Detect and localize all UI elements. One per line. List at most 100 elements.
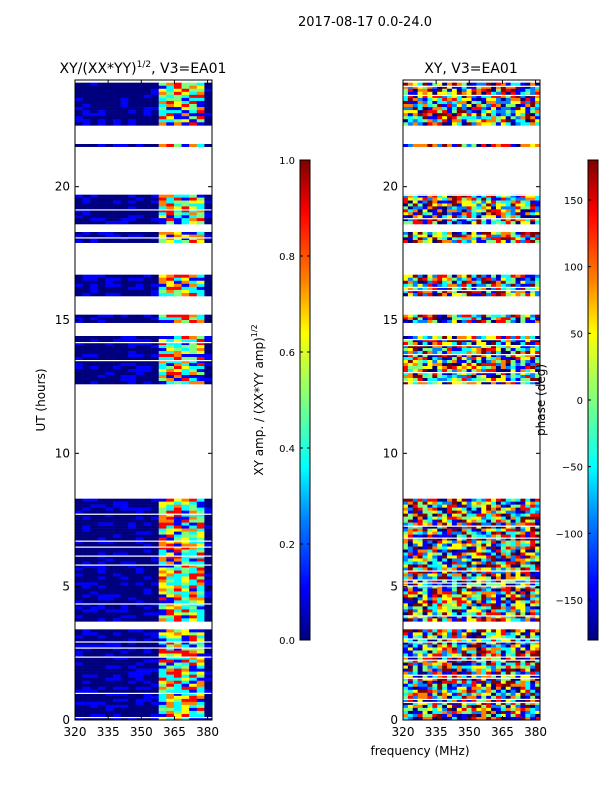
- phase-heatmap-cell: [511, 609, 516, 612]
- amplitude-heatmap-cell: [144, 544, 152, 547]
- phase-heatmap-cell: [520, 366, 525, 369]
- phase-heatmap-cell: [437, 523, 442, 526]
- phase-heatmap-cell: [501, 690, 506, 693]
- amplitude-heatmap-cell: [174, 609, 182, 612]
- phase-heatmap-cell: [506, 514, 511, 517]
- phase-heatmap-cell: [506, 523, 511, 526]
- amplitude-heatmap-cell: [204, 591, 212, 594]
- amplitude-heatmap-cell: [182, 369, 190, 372]
- amplitude-heatmap-cell: [75, 696, 83, 699]
- amplitude-heatmap-cell: [113, 544, 121, 547]
- amplitude-heatmap-cell: [90, 287, 98, 290]
- phase-heatmap-cell: [476, 714, 481, 717]
- amplitude-heatmap-cell: [189, 544, 197, 547]
- phase-heatmap-cell: [472, 520, 477, 523]
- amplitude-heatmap-cell: [90, 119, 98, 122]
- phase-heatmap-cell: [511, 632, 516, 635]
- phase-heatmap-cell: [520, 351, 525, 354]
- phase-heatmap-cell: [418, 556, 423, 559]
- phase-heatmap-cell: [516, 666, 521, 669]
- phase-heatmap-cell: [491, 684, 496, 687]
- amplitude-heatmap-cell: [83, 505, 91, 508]
- amplitude-heatmap-cell: [197, 702, 205, 705]
- phase-heatmap-cell: [506, 320, 511, 323]
- amplitude-heatmap-cell: [159, 612, 167, 615]
- phase-heatmap-cell: [437, 375, 442, 378]
- amplitude-heatmap-cell: [144, 218, 152, 221]
- amplitude-heatmap-cell: [128, 363, 136, 366]
- amplitude-heatmap-cell: [166, 144, 174, 147]
- phase-heatmap-cell: [525, 684, 530, 687]
- amplitude-heatmap-cell: [113, 591, 121, 594]
- phase-heatmap-cell: [516, 612, 521, 615]
- amplitude-heatmap-cell: [204, 632, 212, 635]
- phase-heatmap-cell: [486, 559, 491, 562]
- amplitude-heatmap-cell: [174, 119, 182, 122]
- phase-heatmap-cell: [476, 514, 481, 517]
- amplitude-heatmap-cell: [75, 375, 83, 378]
- phase-heatmap-cell: [432, 375, 437, 378]
- phase-heatmap-cell: [462, 541, 467, 544]
- amplitude-heatmap-cell: [128, 517, 136, 520]
- phase-heatmap-cell: [423, 690, 428, 693]
- phase-heatmap-cell: [501, 600, 506, 603]
- phase-heatmap-cell: [530, 281, 535, 284]
- phase-heatmap-cell: [491, 502, 496, 505]
- amplitude-heatmap-cell: [159, 293, 167, 296]
- phase-heatmap-cell: [496, 363, 501, 366]
- phase-heatmap-cell: [501, 606, 506, 609]
- phase-heatmap-cell: [457, 550, 462, 553]
- phase-heatmap-cell: [462, 597, 467, 600]
- phase-heatmap-cell: [476, 320, 481, 323]
- amplitude-heatmap-cell: [144, 293, 152, 296]
- phase-heatmap-cell: [432, 508, 437, 511]
- amplitude-heatmap-cell: [90, 708, 98, 711]
- amplitude-heatmap-cell: [105, 629, 113, 632]
- phase-heatmap-cell: [418, 690, 423, 693]
- amplitude-heatmap-cell: [166, 635, 174, 638]
- phase-heatmap-cell: [501, 523, 506, 526]
- amplitude-heatmap-cell: [90, 567, 98, 570]
- amplitude-heatmap-cell: [105, 638, 113, 641]
- phase-heatmap-cell: [437, 647, 442, 650]
- amplitude-heatmap-gap: [75, 647, 212, 648]
- amplitude-heatmap-cell: [136, 218, 144, 221]
- amplitude-heatmap-cell: [151, 381, 159, 384]
- phase-heatmap-cell: [447, 693, 452, 696]
- amplitude-heatmap-cell: [128, 116, 136, 119]
- phase-heatmap-cell: [506, 553, 511, 556]
- amplitude-heatmap-cell: [151, 89, 159, 92]
- amplitude-heatmap-cell: [174, 666, 182, 669]
- amplitude-heatmap-cell: [136, 281, 144, 284]
- phase-heatmap-cell: [496, 588, 501, 591]
- amplitude-heatmap-cell: [121, 281, 129, 284]
- amplitude-heatmap-cell: [159, 107, 167, 110]
- phase-heatmap-cell: [476, 520, 481, 523]
- phase-heatmap-cell: [432, 576, 437, 579]
- phase-heatmap-cell: [476, 559, 481, 562]
- amplitude-heatmap-cell: [75, 287, 83, 290]
- phase-heatmap-cell: [472, 541, 477, 544]
- amplitude-heatmap-cell: [144, 215, 152, 218]
- phase-heatmap-cell: [447, 317, 452, 320]
- phase-heatmap-cell: [457, 317, 462, 320]
- amplitude-heatmap-cell: [83, 198, 91, 201]
- amplitude-heatmap-cell: [174, 287, 182, 290]
- phase-heatmap-cell: [501, 708, 506, 711]
- phase-heatmap-cell: [520, 317, 525, 320]
- amplitude-heatmap-cell: [121, 95, 129, 98]
- phase-heatmap: [403, 83, 540, 721]
- phase-heatmap-cell: [408, 514, 413, 517]
- amplitude-heatmap-cell: [83, 235, 91, 238]
- phase-heatmap-cell: [481, 567, 486, 570]
- amplitude-heatmap-cell: [144, 562, 152, 565]
- amplitude-heatmap-cell: [90, 357, 98, 360]
- phase-heatmap-cell: [516, 336, 521, 339]
- phase-heatmap-cell: [437, 315, 442, 318]
- amplitude-heatmap-cell: [105, 119, 113, 122]
- phase-heatmap-cell: [413, 315, 418, 318]
- phase-heatmap-cell: [491, 357, 496, 360]
- amplitude-heatmap-cell: [189, 629, 197, 632]
- phase-heatmap-cell: [481, 681, 486, 684]
- phase-heatmap-cell: [486, 317, 491, 320]
